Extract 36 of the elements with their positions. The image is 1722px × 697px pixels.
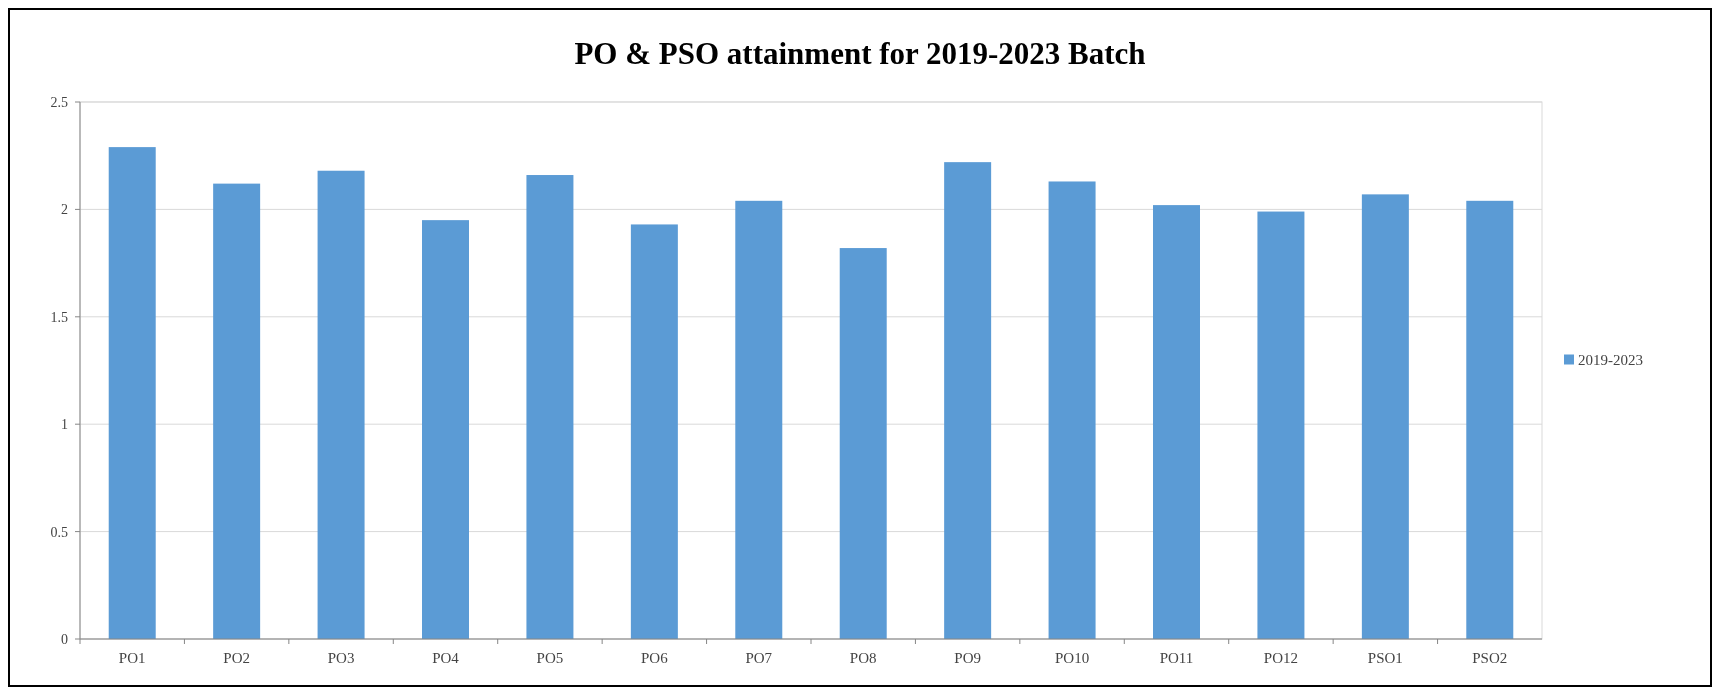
x-tick-label: PO12 bbox=[1263, 650, 1299, 666]
bar bbox=[1048, 181, 1096, 639]
bar bbox=[108, 147, 156, 639]
legend-label: 2019-2023 bbox=[1578, 351, 1643, 368]
y-tick-label: 0 bbox=[61, 631, 68, 647]
x-tick-label: PO11 bbox=[1159, 650, 1194, 666]
x-tick-label: PO2 bbox=[223, 650, 250, 666]
x-tick-label: PO4 bbox=[432, 650, 460, 666]
bar bbox=[1466, 200, 1514, 639]
bar bbox=[213, 183, 261, 639]
bar bbox=[630, 224, 678, 639]
bar bbox=[944, 162, 992, 639]
x-tick-label: PO8 bbox=[849, 650, 877, 666]
bar bbox=[839, 248, 887, 639]
bar bbox=[1153, 205, 1200, 639]
x-tick-label: PO1 bbox=[118, 650, 146, 666]
x-tick-label: PO5 bbox=[536, 650, 564, 666]
bar bbox=[1257, 211, 1305, 639]
bar bbox=[317, 170, 365, 639]
bar bbox=[526, 175, 574, 639]
x-tick-label: PO6 bbox=[641, 650, 669, 666]
bar bbox=[422, 220, 469, 639]
x-tick-label: PO9 bbox=[954, 650, 981, 666]
x-tick-label: PSO1 bbox=[1367, 650, 1403, 666]
bar bbox=[735, 200, 783, 639]
y-tick-label: 0.5 bbox=[50, 524, 68, 540]
y-tick-label: 1 bbox=[61, 417, 68, 433]
x-tick-label: PO7 bbox=[745, 650, 773, 666]
y-tick-label: 1.5 bbox=[50, 309, 68, 325]
x-tick-label: PO3 bbox=[327, 650, 355, 666]
y-tick-label: 2.5 bbox=[50, 94, 68, 110]
x-tick-label: PSO2 bbox=[1472, 650, 1508, 666]
x-tick-label: PO10 bbox=[1054, 650, 1090, 666]
chart-title: PO & PSO attainment for 2019-2023 Batch bbox=[574, 36, 1146, 71]
y-tick-label: 2 bbox=[61, 202, 68, 218]
bar bbox=[1361, 194, 1409, 639]
